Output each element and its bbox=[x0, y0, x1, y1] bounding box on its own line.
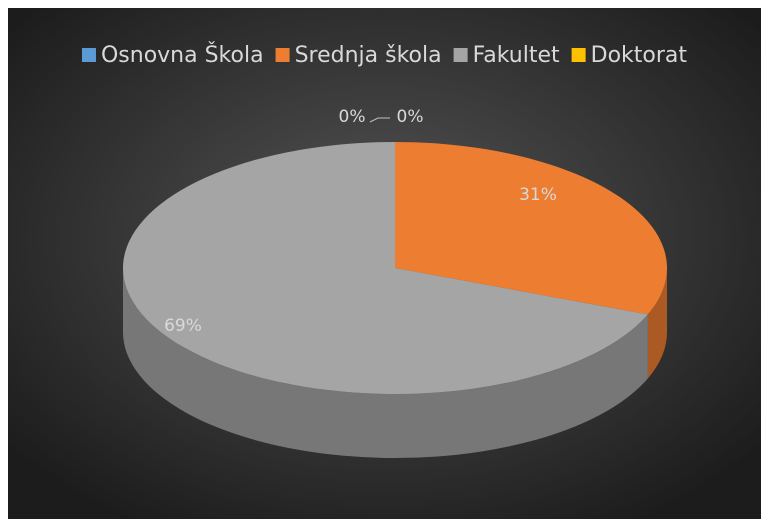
data-label: 69% bbox=[164, 316, 202, 336]
legend-swatch bbox=[275, 48, 290, 62]
pie-side bbox=[123, 268, 648, 459]
legend: Osnovna Škola Srednja škola Fakultet Doktor… bbox=[81, 42, 688, 68]
legend-swatch bbox=[81, 48, 96, 62]
pie-sides bbox=[123, 268, 667, 459]
data-label: 0% bbox=[397, 107, 424, 127]
data-label: 0% bbox=[339, 107, 366, 127]
legend-label: Fakultet bbox=[473, 43, 560, 68]
leader-line bbox=[369, 117, 390, 123]
pie-slice bbox=[395, 142, 668, 315]
pie-side bbox=[647, 268, 667, 379]
legend-label: Doktorat bbox=[591, 43, 688, 68]
legend-swatch bbox=[571, 48, 586, 62]
data-label: 31% bbox=[519, 185, 557, 205]
legend-label: Srednja škola bbox=[295, 43, 442, 68]
legend-swatch bbox=[453, 48, 468, 62]
data-labels: 0% 31% 69% 0% bbox=[164, 107, 557, 336]
legend-label: Osnovna Škola bbox=[101, 42, 264, 68]
pie-tops bbox=[123, 142, 668, 395]
pie-slice bbox=[123, 142, 648, 395]
